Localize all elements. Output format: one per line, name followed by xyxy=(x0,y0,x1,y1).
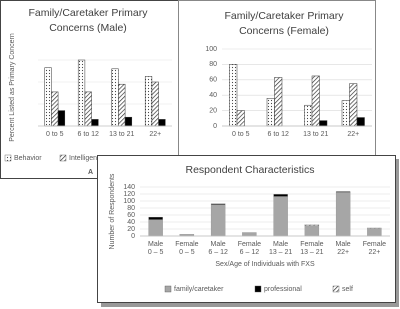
y-tick-label: 20 xyxy=(209,107,217,114)
y-tick-label: 20 xyxy=(127,226,135,233)
y-tick-label: 60 xyxy=(127,212,135,219)
y-tick-label: 140 xyxy=(123,184,135,191)
bar xyxy=(118,83,126,127)
legend-label: professional xyxy=(264,286,302,293)
bar xyxy=(319,120,328,127)
chart-respondents: Respondent Characteristics 02040608010012… xyxy=(109,164,390,293)
legend-swatch xyxy=(254,285,262,293)
bar xyxy=(57,110,66,127)
bar xyxy=(51,91,59,127)
chart-title: Family/Caretaker Primary xyxy=(224,10,344,22)
y-tick-label: 40 xyxy=(209,92,217,99)
legend-swatch xyxy=(164,285,172,293)
x-tick-label: 22+ xyxy=(149,131,161,138)
bar-segment xyxy=(242,232,257,237)
bar-segment xyxy=(273,196,288,237)
x-tick-label: 13 to 21 xyxy=(303,131,328,138)
bar xyxy=(304,104,313,127)
bar xyxy=(124,116,133,127)
bar-segment xyxy=(335,192,351,237)
panel-label: A xyxy=(88,169,93,176)
x-tick-label: 6 to 12 xyxy=(78,131,100,138)
bar xyxy=(349,83,358,127)
y-tick-label: 0 xyxy=(213,123,217,130)
legend-swatch xyxy=(4,154,12,162)
bar xyxy=(236,110,245,127)
legend-label: family/caretaker xyxy=(174,286,224,293)
bar-segment xyxy=(304,224,320,226)
bar-segment xyxy=(210,204,226,237)
bar xyxy=(229,64,238,127)
bar xyxy=(266,98,275,127)
chart-title: Concerns (Female) xyxy=(239,25,329,37)
x-tick-label: 0 – 5 xyxy=(148,249,164,256)
x-axis-label: Sex/Age of Individuals with FXS xyxy=(215,261,315,268)
bar xyxy=(84,91,92,127)
x-tick-label: 6 – 12 xyxy=(240,249,260,256)
x-tick-label: 0 to 5 xyxy=(232,131,250,138)
bar-segment xyxy=(148,219,163,237)
x-tick-label: Female xyxy=(363,241,386,248)
bar xyxy=(274,77,283,127)
y-tick-label: 60 xyxy=(209,77,217,84)
x-tick-label: Male xyxy=(336,241,351,248)
chart-female: Family/Caretaker Primary Concerns (Female… xyxy=(205,10,372,138)
x-tick-label: 13 – 21 xyxy=(300,249,323,256)
legend-swatch xyxy=(59,154,67,162)
bar-segment xyxy=(148,216,163,220)
bar xyxy=(77,59,86,127)
y-tick-label: 80 xyxy=(127,205,135,212)
x-tick-label: 22+ xyxy=(337,249,349,256)
x-tick-label: Female xyxy=(300,241,323,248)
x-tick-label: 13 – 21 xyxy=(269,249,292,256)
legend-label: Behavior xyxy=(14,155,42,162)
x-tick-label: Male xyxy=(211,241,226,248)
chart-male: Family/Caretaker Primary Concerns (Male) P… xyxy=(4,7,172,176)
x-tick-label: 6 – 12 xyxy=(208,249,228,256)
y-tick-label: 100 xyxy=(205,46,217,53)
bar xyxy=(144,76,153,127)
bar xyxy=(356,117,365,127)
bar-segment xyxy=(367,228,382,237)
legend-label: self xyxy=(342,286,353,293)
x-tick-label: 13 to 21 xyxy=(109,131,134,138)
legend-label: Intelligence xyxy=(69,155,105,162)
bar xyxy=(44,67,52,127)
x-tick-label: 22+ xyxy=(368,249,380,256)
y-axis-label: Percent Listed as Primary Concern xyxy=(9,33,16,142)
x-tick-label: Male xyxy=(273,241,288,248)
bar-segment xyxy=(273,194,288,197)
bar-segment xyxy=(210,203,226,205)
chart-title: Concerns (Male) xyxy=(49,22,127,34)
y-tick-label: 0 xyxy=(131,233,135,240)
y-tick-label: 80 xyxy=(209,61,217,68)
x-tick-label: Male xyxy=(148,241,163,248)
bar xyxy=(341,100,350,127)
y-tick-label: 100 xyxy=(123,198,135,205)
bar xyxy=(91,119,99,127)
bar xyxy=(151,81,159,127)
x-tick-label: 6 to 12 xyxy=(268,131,290,138)
bar xyxy=(311,75,320,127)
y-axis-label: Number of Respondents xyxy=(109,173,116,249)
bar-segment xyxy=(304,225,320,237)
chart-title: Family/Caretaker Primary xyxy=(28,7,148,19)
bar-segment xyxy=(335,191,351,193)
y-tick-label: 40 xyxy=(127,219,135,226)
chart-title: Respondent Characteristics xyxy=(186,164,315,176)
y-tick-label: 120 xyxy=(123,191,135,198)
x-tick-label: Female xyxy=(175,241,198,248)
x-tick-label: 0 to 5 xyxy=(46,131,64,138)
legend-swatch xyxy=(332,285,340,293)
bar xyxy=(158,119,166,127)
bar xyxy=(111,68,119,127)
x-tick-label: 0 – 5 xyxy=(179,249,195,256)
x-tick-label: 22+ xyxy=(347,131,359,138)
x-tick-label: Female xyxy=(238,241,261,248)
